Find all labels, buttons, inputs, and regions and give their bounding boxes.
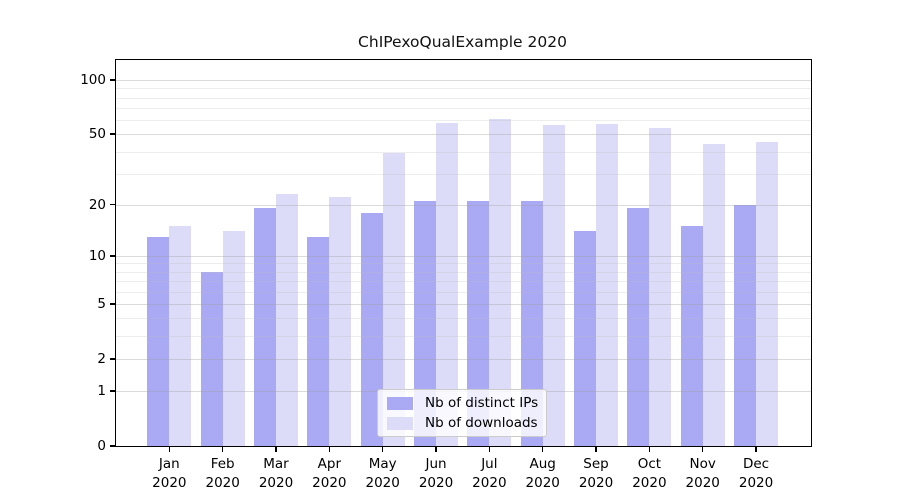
x-tick-label: Apr 2020: [312, 456, 347, 491]
y-tick-mark: [110, 390, 115, 392]
bar-downloads: [596, 124, 619, 446]
bar-distinct-ips: [627, 208, 650, 446]
bar-distinct-ips: [200, 271, 223, 446]
bar-distinct-ips: [734, 204, 757, 446]
x-tick-mark: [435, 447, 437, 452]
bar-distinct-ips: [414, 200, 437, 446]
legend-swatch-distinct-ips: [387, 396, 413, 410]
x-tick-mark: [755, 447, 757, 452]
legend-swatch-downloads: [387, 416, 413, 430]
gridline-minor: [116, 151, 811, 153]
gridline-minor: [116, 120, 811, 121]
bar-downloads: [489, 118, 512, 446]
gridline-minor: [116, 97, 811, 99]
bar-downloads: [702, 144, 725, 446]
x-tick-mark: [275, 447, 277, 452]
x-tick-label: Jul 2020: [472, 456, 507, 491]
x-tick-mark: [328, 447, 331, 452]
gridline-major: [116, 255, 811, 257]
bar-distinct-ips: [574, 231, 597, 446]
x-tick-label: Oct 2020: [632, 456, 667, 491]
y-tick-mark: [110, 445, 115, 447]
y-tick-mark: [110, 255, 115, 257]
x-tick-mark: [595, 447, 597, 452]
bar-downloads: [542, 125, 565, 446]
gridline-major: [116, 80, 811, 82]
bar-distinct-ips: [520, 200, 543, 446]
bar-downloads: [382, 153, 405, 446]
bar-distinct-ips: [254, 208, 276, 446]
y-tick-mark: [110, 203, 115, 206]
x-tick-label: Jun 2020: [418, 456, 454, 491]
x-tick-label: Jan 2020: [152, 456, 187, 491]
gridline-minor: [116, 107, 811, 109]
y-tick-label: 100: [80, 72, 106, 89]
legend-label: Nb of downloads: [425, 415, 538, 431]
y-tick-mark: [110, 79, 115, 81]
y-tick-label: 2: [97, 350, 106, 367]
gridline-major: [116, 358, 811, 360]
bar-downloads: [756, 142, 779, 446]
x-tick-mark: [381, 447, 384, 452]
gridline-minor: [116, 88, 811, 90]
x-tick-mark: [701, 447, 704, 452]
y-tick-label: 1: [97, 383, 106, 400]
y-tick-label: 20: [88, 196, 106, 213]
legend-item-distinct-ips: Nb of distinct IPs: [378, 395, 546, 412]
bar-distinct-ips: [467, 200, 490, 446]
x-tick-mark: [221, 447, 224, 452]
x-tick-mark: [541, 447, 544, 452]
y-tick-label: 50: [88, 126, 106, 143]
bar-distinct-ips: [307, 236, 330, 446]
x-tick-mark: [168, 447, 171, 452]
bar-downloads: [169, 226, 192, 446]
legend-item-downloads: Nb of downloads: [378, 415, 546, 432]
bar-downloads: [276, 193, 298, 446]
y-tick-mark: [110, 133, 115, 135]
plot-area: 100 50 20 10 5 2 1 0 Jan 2020 Feb 2020 Mar 2020 Apr 202…: [80, 59, 812, 491]
y-tick-label: 10: [88, 247, 106, 264]
gridline-minor: [116, 271, 811, 273]
y-tick-label: 5: [97, 295, 106, 312]
x-tick-label: Feb 2020: [205, 456, 240, 491]
gridline-major: [116, 134, 811, 136]
x-tick-label: May 2020: [365, 456, 400, 491]
gridline-minor: [116, 291, 811, 293]
x-tick-mark: [488, 447, 491, 452]
x-tick-label: Sep 2020: [578, 456, 614, 491]
gridline-major: [116, 204, 811, 206]
x-tick-label: Mar 2020: [258, 456, 294, 491]
gridline-minor: [116, 173, 811, 175]
bar-downloads: [222, 231, 245, 446]
gridline-minor: [116, 263, 811, 265]
x-tick-label: Dec 2020: [738, 456, 774, 491]
gridline-minor: [116, 318, 811, 320]
bar-downloads: [649, 128, 672, 446]
bar-distinct-ips: [680, 226, 703, 446]
gridline-major: [116, 303, 811, 305]
gridline-minor: [116, 336, 811, 338]
y-tick-label: 0: [97, 438, 106, 454]
bar-distinct-ips: [147, 236, 170, 446]
y-tick-mark: [110, 303, 115, 305]
x-tick-mark: [648, 447, 651, 452]
bar-downloads: [436, 122, 459, 446]
y-tick-mark: [110, 358, 115, 360]
legend-label: Nb of distinct IPs: [425, 395, 539, 411]
x-tick-label: Aug 2020: [525, 456, 560, 491]
bar-downloads: [329, 197, 352, 446]
chart-title: ChIPexoQualExample 2020: [358, 33, 567, 51]
legend: Nb of distinct IPs Nb of downloads: [377, 389, 547, 437]
x-tick-label: Nov 2020: [685, 456, 720, 491]
gridline-minor: [116, 281, 811, 283]
bar-distinct-ips: [360, 212, 383, 446]
